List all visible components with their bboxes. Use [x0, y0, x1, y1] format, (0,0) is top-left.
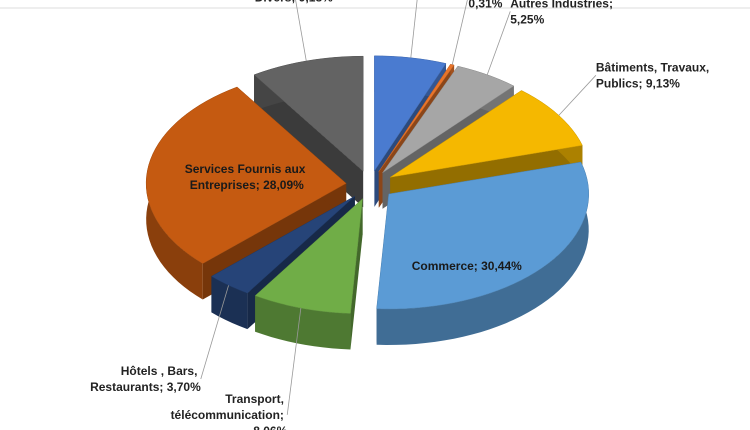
slice	[382, 65, 515, 173]
data-label: Services Fournis aux Entreprises; 28,09%	[185, 162, 309, 192]
slice	[390, 90, 583, 178]
leader-line	[486, 11, 511, 75]
slice-side	[255, 295, 351, 350]
leader-line	[295, 0, 307, 62]
slice	[254, 198, 363, 350]
leader-line	[286, 308, 302, 415]
data-label: Bâtiments, Travaux, Publics; 9,13%	[596, 60, 713, 90]
leader-line	[410, 0, 418, 58]
slice	[376, 161, 589, 345]
leader-line	[451, 0, 468, 65]
slice	[378, 63, 455, 172]
data-label: Transport, télécommunication; 8,06%	[171, 392, 288, 430]
data-label: Hôtels , Bars, Restaurants; 3,70%	[90, 364, 201, 394]
slice	[254, 198, 363, 314]
data-label: Industries Textiles; 0,31%	[468, 0, 580, 10]
slice-side	[211, 276, 248, 330]
slice	[145, 86, 347, 264]
leader-line	[558, 75, 597, 116]
slice	[210, 195, 356, 294]
slice-side	[376, 162, 589, 345]
leader-line	[200, 285, 229, 380]
data-label: Commerce; 30,44%	[412, 259, 522, 273]
slice	[376, 161, 589, 310]
data-label: Services Personnel, Divers; 9,18%	[235, 0, 352, 5]
data-label: Autres Industries; 5,25%	[510, 0, 616, 26]
